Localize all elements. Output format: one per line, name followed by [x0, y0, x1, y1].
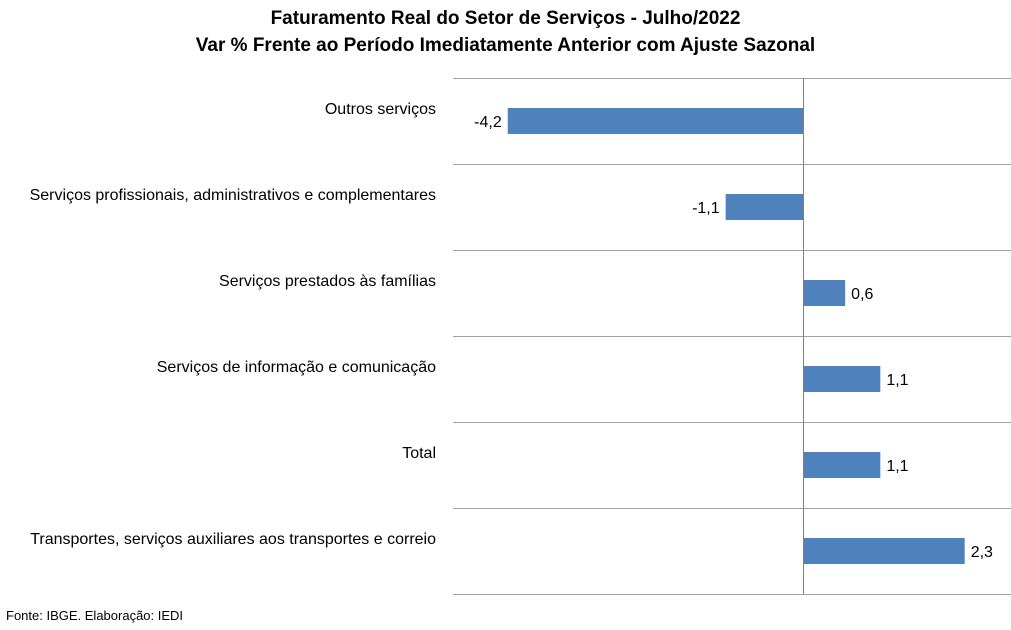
- bar: [725, 194, 803, 220]
- bar: [803, 538, 965, 564]
- bar: [507, 108, 803, 134]
- data-label: 1,1: [886, 458, 908, 475]
- data-label: 0,6: [851, 286, 873, 303]
- data-label: -1,1: [692, 200, 720, 217]
- data-label: -4,2: [474, 114, 502, 131]
- category-label: Outros serviços: [325, 101, 436, 118]
- bar-chart: -4,2 Outros serviços -1,1 Serviços profissi…: [30, 78, 1011, 595]
- bar: [803, 452, 881, 478]
- category-label: Total: [402, 445, 436, 462]
- bar: [803, 280, 846, 306]
- category-label: Serviços prestados às famílias: [219, 273, 436, 290]
- category-label: Transportes, serviços auxiliares aos tra…: [30, 531, 436, 548]
- chart-title: Faturamento Real do Setor de Serviços - …: [270, 8, 741, 29]
- category-label: Serviços profissionais, administrativos …: [30, 187, 436, 204]
- data-label: 1,1: [886, 372, 908, 389]
- data-label: 2,3: [971, 544, 993, 561]
- source-note: Fonte: IBGE. Elaboração: IEDI: [6, 608, 184, 623]
- chart-subtitle: Var % Frente ao Período Imediatamente An…: [195, 35, 816, 56]
- category-label: Serviços de informação e comunicação: [157, 359, 436, 376]
- bar: [803, 366, 881, 392]
